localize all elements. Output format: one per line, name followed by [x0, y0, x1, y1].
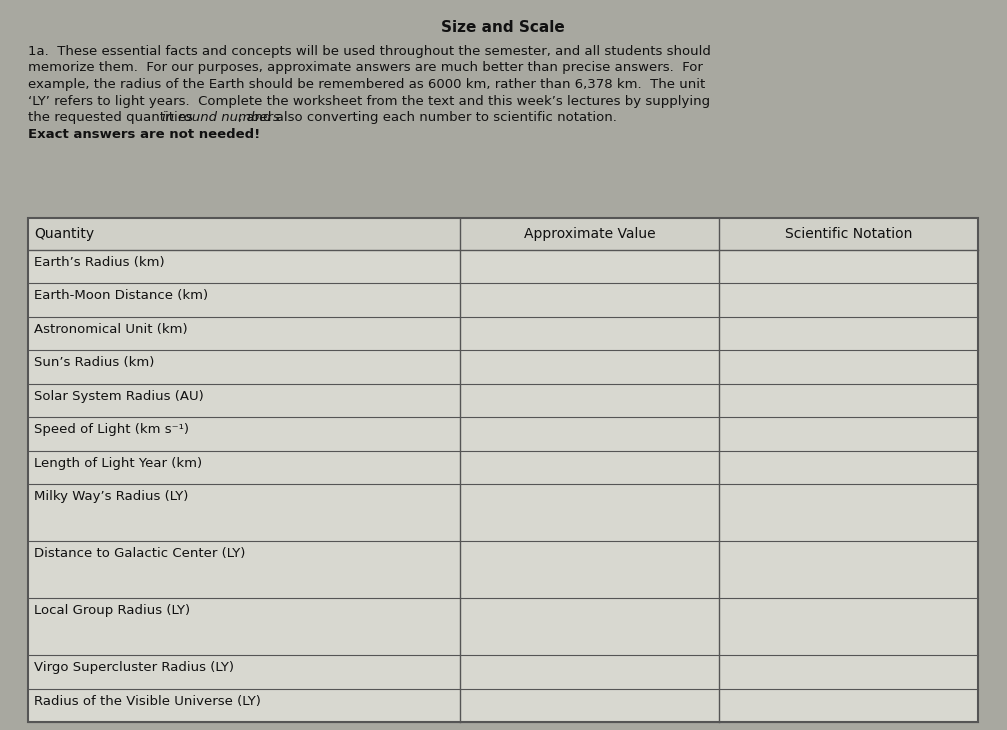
Text: Milky Way’s Radius (LY): Milky Way’s Radius (LY) — [34, 491, 188, 503]
Text: Quantity: Quantity — [34, 227, 94, 241]
Bar — [28, 218, 978, 722]
Text: the requested quantities: the requested quantities — [28, 111, 197, 124]
Text: in round numbers: in round numbers — [162, 111, 280, 124]
Text: Earth-Moon Distance (km): Earth-Moon Distance (km) — [34, 290, 208, 302]
Text: Scientific Notation: Scientific Notation — [784, 227, 912, 241]
Bar — [28, 218, 978, 722]
Text: Sun’s Radius (km): Sun’s Radius (km) — [34, 356, 154, 369]
Text: Size and Scale: Size and Scale — [441, 20, 565, 35]
Text: Astronomical Unit (km): Astronomical Unit (km) — [34, 323, 187, 336]
Text: Earth’s Radius (km): Earth’s Radius (km) — [34, 256, 164, 269]
Bar — [28, 218, 978, 250]
Text: Approximate Value: Approximate Value — [524, 227, 656, 241]
Text: Length of Light Year (km): Length of Light Year (km) — [34, 457, 202, 470]
Text: Speed of Light (km s⁻¹): Speed of Light (km s⁻¹) — [34, 423, 189, 437]
Text: 1a.  These essential facts and concepts will be used throughout the semester, an: 1a. These essential facts and concepts w… — [28, 45, 711, 58]
Text: ‘LY’ refers to light years.  Complete the worksheet from the text and this week’: ‘LY’ refers to light years. Complete the… — [28, 94, 710, 107]
Text: Exact answers are not needed!: Exact answers are not needed! — [28, 128, 260, 140]
Text: Solar System Radius (AU): Solar System Radius (AU) — [34, 390, 203, 403]
Text: Distance to Galactic Center (LY): Distance to Galactic Center (LY) — [34, 548, 246, 560]
Text: example, the radius of the Earth should be remembered as 6000 km, rather than 6,: example, the radius of the Earth should … — [28, 78, 705, 91]
Text: Virgo Supercluster Radius (LY): Virgo Supercluster Radius (LY) — [34, 661, 234, 674]
Text: , and also converting each number to scientific notation.: , and also converting each number to sci… — [238, 111, 616, 124]
Text: Radius of the Visible Universe (LY): Radius of the Visible Universe (LY) — [34, 694, 261, 707]
Text: memorize them.  For our purposes, approximate answers are much better than preci: memorize them. For our purposes, approxi… — [28, 61, 703, 74]
Text: Local Group Radius (LY): Local Group Radius (LY) — [34, 604, 190, 617]
